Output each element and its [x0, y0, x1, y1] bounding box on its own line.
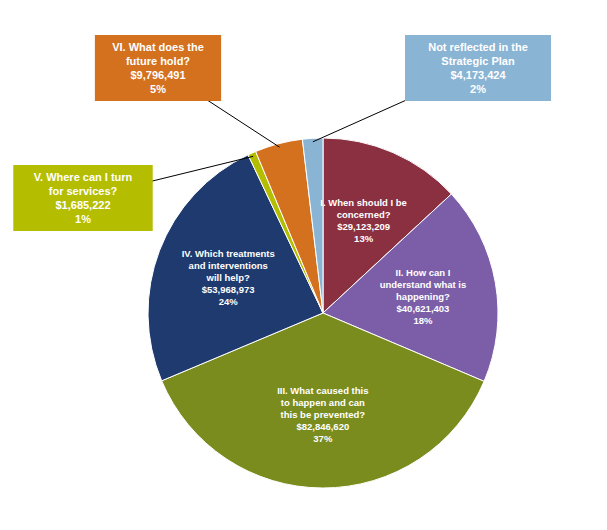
svg-text:I. When should I beconcerned?$: I. When should I beconcerned?$29,123,209…	[320, 196, 407, 243]
svg-text:III. What caused thisto happen: III. What caused thisto happen and canth…	[277, 385, 368, 444]
svg-text:II. How can Iunderstand what i: II. How can Iunderstand what ishappening…	[380, 266, 467, 325]
svg-text:IV. Which treatmentsand interv: IV. Which treatmentsand interventionswil…	[182, 247, 275, 306]
svg-text:Not reflected in theStrategic: Not reflected in theStrategic Plan$4,173…	[428, 41, 528, 95]
svg-text:V. Where can I turnfor service: V. Where can I turnfor services?$1,685,2…	[34, 171, 133, 225]
svg-text:VI. What does thefuture hold?$: VI. What does thefuture hold?$9,796,4915…	[112, 41, 204, 95]
